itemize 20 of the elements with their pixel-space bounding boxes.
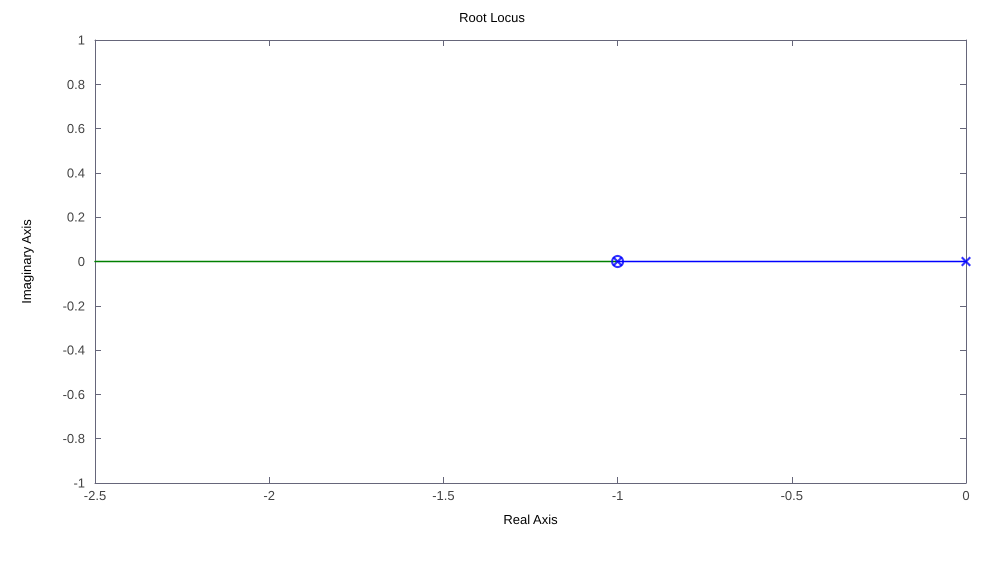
x-tick-label: -1 [612,488,624,503]
y-tick-label: 0.6 [66,121,85,136]
y-tick-label: 0.8 [66,76,85,92]
y-tick-label: 0.4 [66,165,85,180]
y-tick-label: 0 [78,254,85,269]
y-tick-label: -1 [73,476,85,490]
y-axis-title: Imaginary Axis [19,218,34,304]
chart-title: Root Locus [459,10,526,25]
y-tick-label: -0.6 [62,386,85,402]
y-tick-label: 1 [78,32,85,48]
x-tick-label: -1.5 [432,488,455,503]
x-tick-label: 0 [962,488,970,503]
y-tick-label: 0.2 [66,210,85,225]
x-tick-label: -2 [263,488,275,503]
y-tick-label: -0.2 [62,298,85,314]
x-tick-label: -0.5 [780,488,804,503]
y-tick-label: -0.8 [62,431,85,446]
y-tick-label: -0.4 [62,342,85,358]
x-axis-title: Real Axis [503,512,558,527]
x-tick-label: -2.5 [84,488,106,503]
